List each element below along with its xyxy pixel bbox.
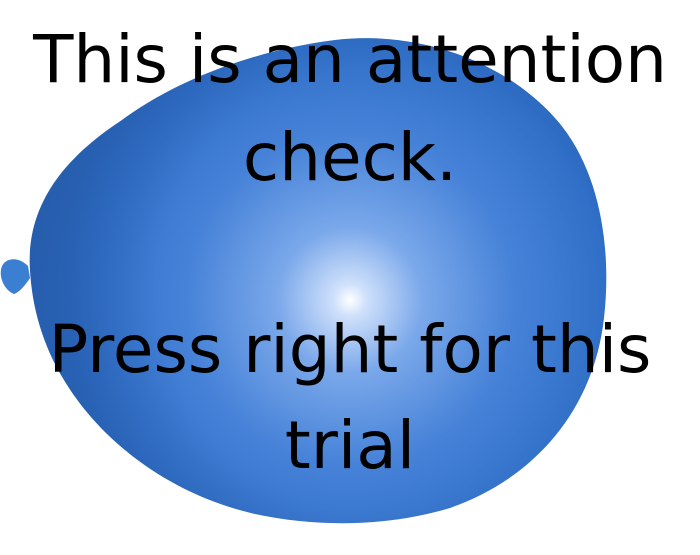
balloon-knot bbox=[0, 259, 30, 294]
